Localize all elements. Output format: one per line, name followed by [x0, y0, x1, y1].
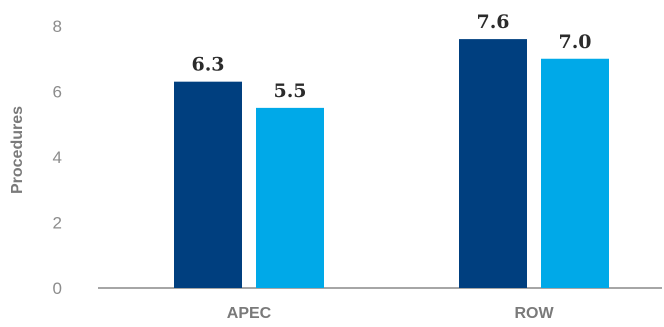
y-axis-ticks: 0 2 4 6 8 — [53, 17, 62, 298]
x-axis-categories: APEC ROW — [227, 305, 555, 322]
data-label: 7.6 — [476, 11, 509, 33]
y-tick-label: 4 — [53, 148, 62, 167]
bar-row-1 — [459, 39, 527, 288]
y-tick-label: 8 — [53, 17, 62, 36]
y-tick-label: 0 — [53, 279, 62, 298]
data-label: 6.3 — [191, 54, 224, 76]
bars-group — [174, 39, 609, 288]
data-label: 5.5 — [273, 80, 306, 102]
y-tick-label: 2 — [53, 214, 62, 233]
bar-row-2 — [541, 58, 609, 288]
y-axis-label: Procedures — [9, 106, 26, 194]
x-category-label: ROW — [514, 305, 554, 322]
bar-apec-2 — [256, 107, 324, 288]
y-tick-label: 6 — [53, 83, 62, 102]
data-label: 7.0 — [558, 31, 591, 53]
data-labels-group: 6.3 5.5 7.6 7.0 — [191, 11, 591, 102]
x-category-label: APEC — [227, 305, 272, 322]
bar-apec-1 — [174, 81, 242, 288]
